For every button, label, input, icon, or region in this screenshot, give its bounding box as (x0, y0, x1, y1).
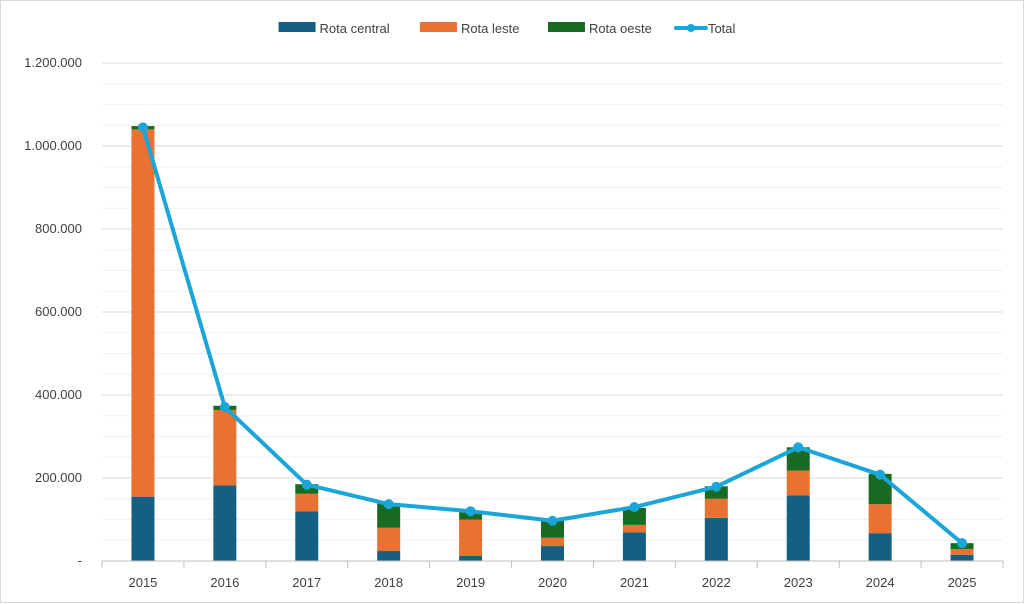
bar-rota-central (377, 551, 401, 561)
legend-marker-total (686, 24, 695, 32)
legend: Rota central Rota leste Rota oeste Total (278, 21, 736, 36)
bar-rota-leste (459, 519, 483, 557)
x-tick-label: 2016 (210, 575, 239, 590)
gridlines (102, 62, 1003, 541)
x-tick-label: 2022 (702, 575, 731, 590)
bar-rota-leste (541, 537, 564, 547)
bar-rota-central (459, 556, 483, 561)
y-tick-label: 600.000 (35, 304, 82, 319)
y-tick-label: 200.000 (35, 470, 82, 485)
total-series-line (140, 125, 965, 546)
x-tick-label: 2019 (456, 575, 485, 590)
x-tick-label: 2017 (292, 575, 321, 590)
bar-rota-central (541, 546, 564, 561)
legend-label: Rota leste (461, 21, 520, 36)
bars (131, 126, 974, 561)
bar-rota-oeste (541, 520, 564, 538)
y-tick-label: 1.200.000 (24, 55, 82, 70)
y-tick-label: 800.000 (35, 221, 82, 236)
total-point (137, 122, 148, 133)
bar-rota-central (704, 517, 728, 561)
total-point (629, 502, 640, 513)
x-tick-label: 2018 (374, 575, 403, 590)
legend-label: Rota oeste (589, 21, 652, 36)
bar-rota-central (786, 495, 810, 561)
bar-rota-oeste (786, 447, 810, 471)
y-tick-label: - (78, 553, 82, 568)
x-tick-label: 2023 (784, 575, 813, 590)
bar-rota-leste (295, 493, 319, 512)
bar-rota-leste (786, 470, 810, 496)
total-point (465, 506, 476, 517)
bar-rota-central (950, 554, 974, 561)
x-tick-label: 2020 (538, 575, 567, 590)
bar-rota-oeste (377, 503, 401, 528)
axes: - 200.000 400.000 600.000 800.000 1.000.000 1.… (24, 55, 1004, 590)
bar-rota-central (295, 511, 319, 561)
y-tick-label: 400.000 (35, 387, 82, 402)
bar-rota-central (868, 533, 892, 561)
total-point (875, 469, 886, 480)
total-point (793, 442, 804, 453)
x-tick-label: 2025 (948, 575, 977, 590)
legend-swatch-rota-central (278, 22, 316, 32)
total-point (711, 481, 722, 492)
y-tick-label: 1.000.000 (24, 138, 82, 153)
total-point (383, 499, 394, 510)
total-point (547, 515, 558, 526)
bar-rota-central (131, 496, 155, 561)
legend-label: Total (708, 21, 736, 36)
bar-rota-leste (131, 129, 155, 497)
bar-rota-leste (868, 504, 892, 534)
legend-swatch-rota-leste (419, 22, 457, 32)
total-point (957, 538, 968, 549)
bar-rota-leste (377, 527, 401, 552)
total-line (137, 122, 968, 549)
bar-rota-leste (704, 498, 728, 518)
legend-label: Rota central (320, 21, 390, 36)
legend-swatch-rota-oeste (547, 22, 585, 32)
bar-rota-leste (622, 524, 646, 533)
bar-rota-oeste (622, 507, 646, 525)
bar-rota-central (622, 532, 646, 561)
bar-rota-leste (950, 548, 974, 555)
bar-rota-central (213, 485, 237, 561)
x-tick-label: 2021 (620, 575, 649, 590)
total-point (301, 479, 312, 490)
x-tick-label: 2024 (866, 575, 895, 590)
bar-rota-leste (213, 409, 237, 486)
total-point (219, 402, 230, 413)
x-tick-label: 2015 (128, 575, 157, 590)
